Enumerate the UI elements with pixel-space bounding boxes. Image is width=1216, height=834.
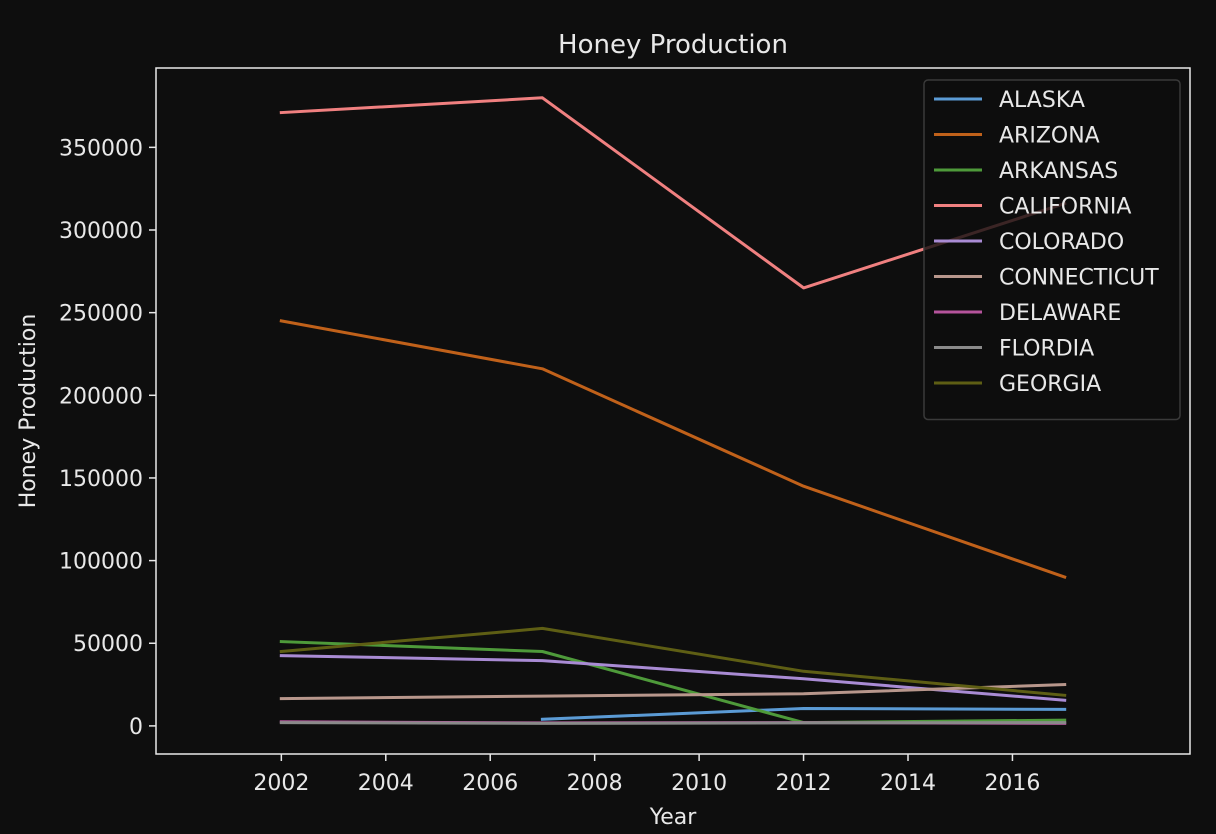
series-line-connecticut	[279, 683, 1067, 701]
x-axis-label: Year	[649, 805, 698, 830]
x-tick-label: 2012	[776, 771, 832, 796]
x-tick-label: 2008	[567, 771, 623, 796]
legend-label-flordia: FLORDIA	[999, 337, 1094, 362]
y-tick-label: 200000	[59, 384, 143, 409]
legend: ALASKA ARIZONA ARKANSAS CALIFORNIA COLORADO C…	[923, 79, 1181, 421]
chart-title: Honey Production	[558, 30, 788, 60]
y-tick-label: 100000	[59, 550, 143, 575]
x-axis: 2002 2004 2006 2008 2010 2012 2014 2016	[253, 754, 1040, 796]
y-axis-label: Honey Production	[16, 314, 41, 509]
y-tick-label: 0	[129, 715, 143, 740]
legend-label-arkansas: ARKANSAS	[999, 159, 1118, 184]
series-lines	[279, 96, 1067, 725]
x-tick-label: 2002	[253, 771, 309, 796]
series-line-arizona	[279, 319, 1067, 580]
y-tick-label: 350000	[59, 136, 143, 161]
legend-label-delaware: DELAWARE	[999, 301, 1121, 326]
y-tick-label: 300000	[59, 219, 143, 244]
legend-label-alaska: ALASKA	[999, 88, 1085, 113]
y-tick-label: 150000	[59, 467, 143, 492]
legend-label-georgia: GEORGIA	[999, 372, 1101, 397]
x-tick-label: 2004	[358, 771, 414, 796]
series-line-georgia	[279, 626, 1067, 697]
legend-label-california: CALIFORNIA	[999, 195, 1131, 220]
x-tick-label: 2006	[462, 771, 518, 796]
y-tick-label: 250000	[59, 302, 143, 327]
x-tick-label: 2016	[984, 771, 1040, 796]
x-tick-label: 2010	[671, 771, 727, 796]
series-line-alaska	[540, 707, 1067, 721]
y-tick-label: 50000	[73, 632, 143, 657]
x-tick-label: 2014	[880, 771, 936, 796]
plot-area	[155, 67, 1191, 755]
y-axis: 0 50000 100000 150000 200000 250000 300000 3500…	[59, 136, 156, 740]
legend-box	[923, 79, 1181, 421]
legend-label-connecticut: CONNECTICUT	[999, 266, 1159, 291]
legend-label-arizona: ARIZONA	[999, 124, 1100, 149]
legend-label-colorado: COLORADO	[999, 230, 1124, 255]
series-line-flordia	[279, 721, 1067, 725]
